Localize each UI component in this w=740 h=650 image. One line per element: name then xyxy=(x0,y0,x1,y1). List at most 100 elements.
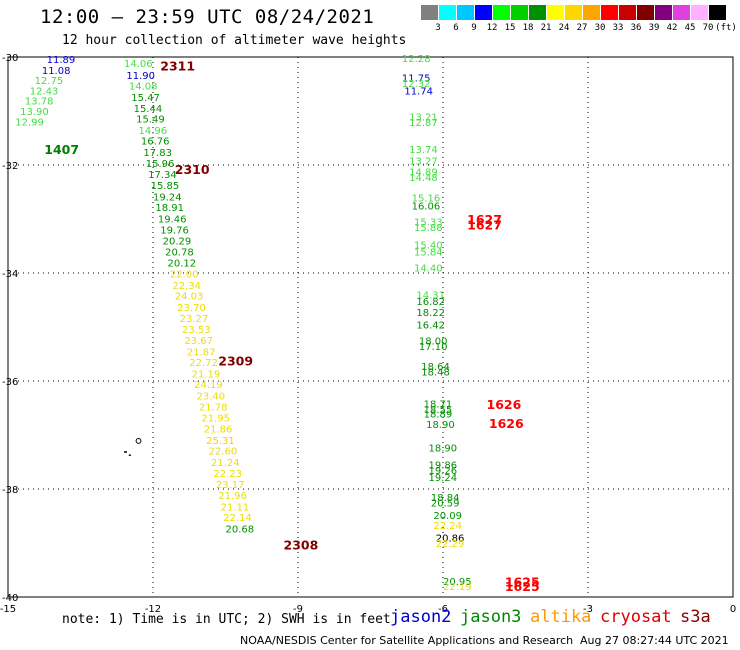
wave-height-label: 20.29 xyxy=(163,237,192,248)
page-subtitle: 12 hour collection of altimeter wave hei… xyxy=(62,33,407,48)
wave-height-label: 20.12 xyxy=(168,259,197,270)
wave-height-label: 20.86 xyxy=(436,534,465,545)
legend-swatch xyxy=(709,5,726,20)
wave-height-label: 11.08 xyxy=(42,66,71,77)
island-icon xyxy=(124,451,127,453)
legend-swatch xyxy=(511,5,528,20)
wave-height-label: 16.06 xyxy=(412,202,441,213)
wave-height-label: 20.78 xyxy=(165,247,194,258)
wave-height-label: 18.89 xyxy=(424,409,453,420)
wave-height-label: 14.06 xyxy=(124,59,153,70)
wave-height-label: 22.19 xyxy=(443,582,472,593)
wave-height-label: 20.95 xyxy=(443,577,472,588)
legend-swatch xyxy=(673,5,690,20)
legend-label: 9 xyxy=(471,23,477,33)
legend-label: 12 xyxy=(486,23,498,33)
legend-swatch xyxy=(547,5,564,20)
legend-label: 36 xyxy=(630,23,642,33)
wave-height-label: 11.75 xyxy=(402,74,431,85)
pass-time-label: 1625 xyxy=(505,574,540,589)
wave-height-label: 21.86 xyxy=(204,425,233,436)
wave-height-label: 18.90 xyxy=(426,420,455,431)
wave-height-label: 13.21 xyxy=(409,112,438,123)
legend-label: 30 xyxy=(594,23,606,33)
wave-height-label: 24.03 xyxy=(175,292,204,303)
y-tick-label: -38 xyxy=(2,485,18,496)
y-tick-label: -34 xyxy=(2,269,18,280)
wave-height-label: 18.71 xyxy=(424,400,453,411)
wave-height-label: 23.27 xyxy=(180,314,209,325)
wave-height-label: 15.16 xyxy=(412,193,441,204)
pass-time-label: 1627 xyxy=(467,217,502,232)
wave-height-label: 15.84 xyxy=(414,247,443,258)
wave-height-label: 14.31 xyxy=(416,291,445,302)
legend-label: 15 xyxy=(504,23,516,33)
legend-label: 24 xyxy=(558,23,570,33)
pass-time-label: 2311 xyxy=(160,59,195,74)
x-tick-label: 0 xyxy=(730,604,736,615)
wave-height-label: 12.87 xyxy=(409,118,438,129)
legend-swatch xyxy=(457,5,474,20)
legend-swatch xyxy=(583,5,600,20)
wave-height-label: 18.00 xyxy=(419,337,448,348)
wave-height-label: 23.17 xyxy=(216,480,245,491)
sat-jason3: jason3 xyxy=(460,607,522,627)
wave-height-label: 19.24 xyxy=(153,192,182,203)
legend-swatch xyxy=(421,5,438,20)
wave-height-label: 11.74 xyxy=(404,86,433,97)
wave-height-label: 14.40 xyxy=(414,264,443,275)
wave-height-label: 15.96 xyxy=(146,159,175,170)
wave-height-label: 22.14 xyxy=(223,513,252,524)
legend-swatch xyxy=(529,5,546,20)
wave-height-label: 14.08 xyxy=(129,82,158,93)
generated-timestamp: Aug 27 08:27:44 UTC 2021 xyxy=(580,634,729,647)
wave-height-label: 21.78 xyxy=(199,402,228,413)
wave-height-label: 12.75 xyxy=(35,76,64,87)
wave-height-label: 15.40 xyxy=(414,240,443,251)
wave-height-label: 23.70 xyxy=(177,303,206,314)
wave-height-label: 13.78 xyxy=(25,97,54,108)
legend-label: (ft) xyxy=(715,23,737,33)
y-tick-label: -30 xyxy=(2,53,18,64)
wave-height-label: 12.28 xyxy=(402,54,431,65)
wave-height-label: 18.64 xyxy=(421,362,450,373)
wave-height-label: 17.83 xyxy=(143,148,172,159)
wave-height-label: 21.11 xyxy=(221,502,250,513)
legend-label: 33 xyxy=(612,23,624,33)
wave-height-label: 16.42 xyxy=(416,320,445,331)
legend-swatch xyxy=(439,5,456,20)
wave-height-label: 24.19 xyxy=(194,380,223,391)
wave-height-label: 21.19 xyxy=(192,369,221,380)
wave-height-label: 14.96 xyxy=(139,126,168,137)
pass-time-label: 1627 xyxy=(467,212,502,227)
wave-height-label: 14.48 xyxy=(409,173,438,184)
pass-time-label: 2308 xyxy=(284,538,319,553)
legend-label: 18 xyxy=(522,23,534,33)
x-tick-label: -6 xyxy=(438,604,448,615)
island-icon xyxy=(128,454,131,456)
wave-height-label: 17.10 xyxy=(419,342,448,353)
wave-height-label: 13.90 xyxy=(20,107,49,118)
wave-height-label: 13.74 xyxy=(409,145,438,156)
wave-height-label: 16.76 xyxy=(141,137,170,148)
wave-height-label: 13.27 xyxy=(409,157,438,168)
wave-height-label: 22.34 xyxy=(172,281,201,292)
x-tick-label: -15 xyxy=(0,604,16,615)
wave-height-label: 23.53 xyxy=(182,325,211,336)
wave-height-label: 15.49 xyxy=(136,115,165,126)
wave-height-label: 19.24 xyxy=(429,473,458,484)
wave-height-label: 14.89 xyxy=(409,167,438,178)
wave-height-label: 23.67 xyxy=(184,336,213,347)
legend-swatch xyxy=(655,5,672,20)
sat-cryosat: cryosat xyxy=(600,607,672,627)
legend-label: 3 xyxy=(435,23,441,33)
wave-height-label: 18.84 xyxy=(431,493,460,504)
credit-line: NOAA/NESDIS Center for Satellite Applica… xyxy=(240,634,574,647)
legend-label: 42 xyxy=(666,23,678,33)
wave-height-label: 15.47 xyxy=(131,93,160,104)
footnote: note: 1) Time is in UTC; 2) SWH is in fe… xyxy=(62,612,391,627)
wave-height-label: 11.89 xyxy=(47,55,76,66)
legend-swatch xyxy=(619,5,636,20)
wave-height-label: 15.44 xyxy=(134,104,163,115)
